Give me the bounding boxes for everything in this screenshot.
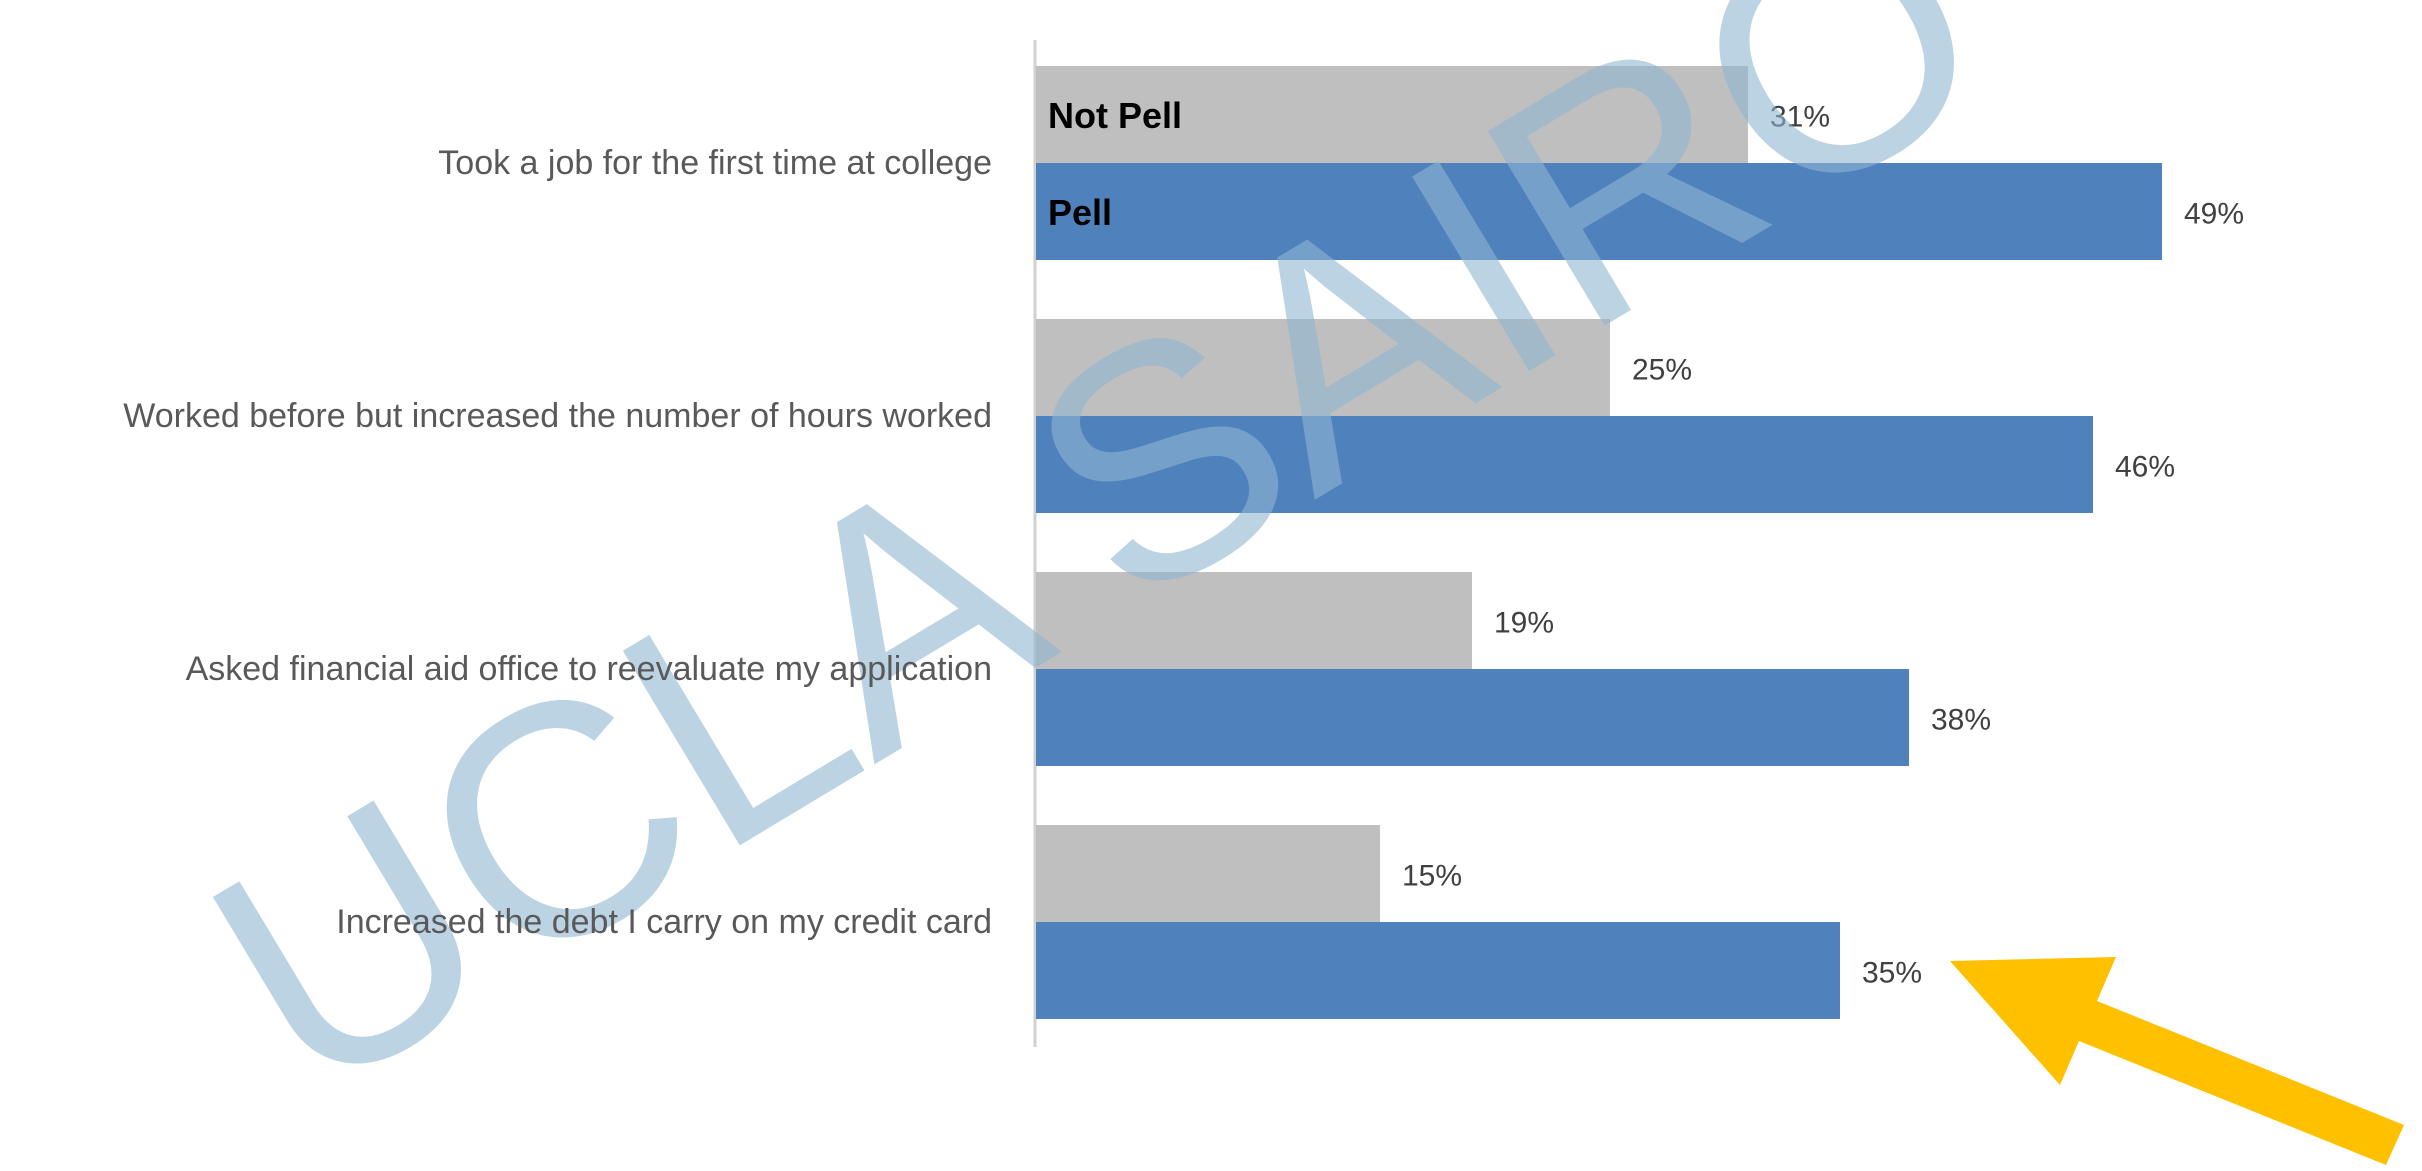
- bar: [1036, 922, 1840, 1019]
- bar: [1036, 572, 1472, 669]
- category-label: Worked before but increased the number o…: [123, 396, 992, 435]
- data-label: 31%: [1770, 100, 1830, 133]
- data-label: 49%: [2184, 197, 2244, 230]
- data-label: 15%: [1402, 859, 1462, 892]
- data-label: 46%: [2115, 450, 2175, 483]
- bar: [1036, 669, 1909, 766]
- series-label: Pell: [1048, 192, 1112, 233]
- data-label: 38%: [1931, 703, 1991, 736]
- bar: [1036, 825, 1380, 922]
- data-label: 35%: [1862, 956, 1922, 989]
- bar: [1036, 416, 2093, 513]
- category-label: Took a job for the first time at college: [438, 143, 992, 182]
- category-label: Increased the debt I carry on my credit …: [336, 902, 992, 941]
- bar: [1036, 66, 1748, 163]
- data-label: 25%: [1632, 353, 1692, 386]
- bar: [1036, 163, 2162, 260]
- category-label: Asked financial aid office to reevaluate…: [185, 649, 992, 688]
- series-label: Not Pell: [1048, 95, 1182, 136]
- data-label: 19%: [1494, 606, 1554, 639]
- bar: [1036, 319, 1610, 416]
